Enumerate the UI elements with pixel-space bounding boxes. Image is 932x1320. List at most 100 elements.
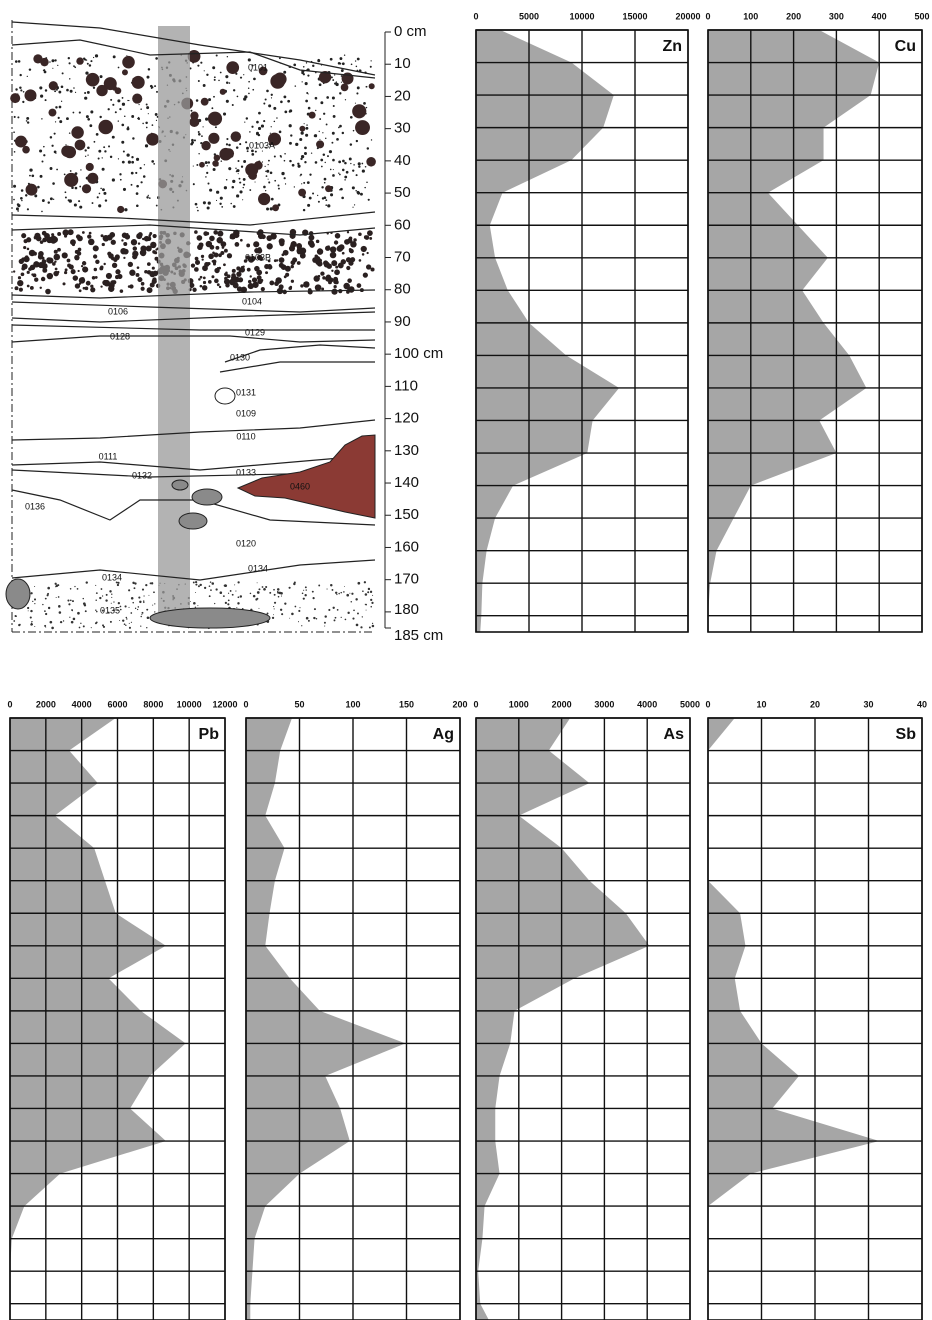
grain	[278, 257, 285, 264]
layer-boundary	[11, 454, 376, 471]
grain	[44, 624, 47, 627]
grain	[69, 170, 72, 172]
grain	[52, 182, 55, 185]
grain	[371, 601, 374, 605]
grain	[66, 117, 69, 121]
grain	[349, 115, 353, 119]
grain	[98, 119, 114, 135]
grain	[256, 591, 260, 594]
x-tick-label: 4000	[637, 699, 657, 709]
grain	[131, 156, 134, 159]
grain	[70, 269, 76, 275]
grain	[224, 601, 228, 605]
grain	[147, 194, 149, 197]
grain	[344, 175, 348, 179]
grain	[81, 261, 87, 266]
grain	[124, 234, 131, 240]
grain	[239, 181, 242, 184]
grain	[349, 143, 353, 146]
grain	[325, 137, 327, 140]
x-tick-label: 1000	[509, 699, 529, 709]
grain	[131, 115, 135, 118]
grain	[228, 82, 231, 84]
grain	[366, 181, 368, 184]
grain	[243, 74, 245, 76]
grain	[245, 117, 249, 120]
grain	[331, 141, 334, 144]
grain	[48, 108, 57, 117]
grain	[141, 611, 144, 614]
grain	[13, 620, 16, 622]
grain	[281, 253, 285, 257]
grain	[39, 265, 42, 269]
profile-chart: 0 100 200 300 400 500 Cu	[705, 11, 930, 633]
grain	[121, 97, 124, 99]
depth-tick-label: 120	[394, 410, 419, 427]
grain	[249, 189, 252, 191]
grain	[135, 157, 140, 161]
grain	[309, 242, 315, 248]
grain	[317, 194, 319, 197]
grain	[349, 248, 354, 254]
grain	[88, 64, 92, 67]
grain	[353, 204, 356, 206]
grain	[293, 186, 295, 188]
grain	[62, 229, 69, 236]
grain	[57, 64, 59, 67]
grain	[26, 75, 28, 77]
grain	[85, 115, 89, 119]
grain	[109, 620, 112, 623]
grain	[258, 192, 271, 206]
grain	[69, 588, 72, 590]
x-tick-label: 12000	[212, 699, 237, 709]
grain	[363, 581, 367, 584]
layer-label: 0460	[290, 481, 310, 491]
grain	[130, 239, 138, 246]
grain	[105, 593, 108, 596]
area	[708, 718, 880, 1320]
grain	[44, 610, 46, 613]
grain	[211, 275, 215, 279]
grain	[231, 104, 234, 107]
grain	[77, 611, 80, 615]
grain	[252, 88, 255, 91]
grain	[69, 599, 72, 602]
x-tick-label: 40	[917, 699, 927, 709]
grain	[225, 81, 229, 84]
grain	[103, 279, 111, 287]
grain	[364, 165, 367, 168]
grain	[32, 600, 34, 603]
grain	[254, 150, 257, 153]
grain	[76, 251, 82, 256]
grain	[341, 251, 345, 255]
grain	[93, 140, 96, 143]
grain	[128, 626, 132, 629]
grain	[47, 586, 50, 590]
profile-chart: 0 1000 2000 3000 4000 5000 As	[473, 699, 700, 1320]
layer-label: 0103A	[249, 140, 275, 150]
grain	[102, 625, 106, 628]
grain	[367, 591, 370, 594]
grain	[119, 605, 122, 608]
grain	[257, 278, 263, 285]
grain	[272, 204, 280, 212]
x-tick-label: 15000	[622, 11, 647, 21]
grain	[151, 160, 155, 163]
grain	[64, 196, 67, 199]
grain	[111, 593, 113, 595]
grain	[199, 583, 202, 587]
grain	[101, 609, 104, 612]
grain	[99, 596, 102, 600]
depth-tick-label: 185 cm	[394, 627, 443, 644]
grain	[307, 106, 311, 110]
grain	[301, 81, 303, 83]
grain	[91, 202, 94, 204]
grain	[100, 588, 103, 590]
grain	[145, 121, 148, 125]
grain	[261, 586, 264, 588]
grain	[132, 601, 134, 604]
grain	[324, 625, 326, 627]
grain	[107, 108, 110, 111]
grain	[88, 231, 92, 235]
grain	[239, 76, 243, 79]
